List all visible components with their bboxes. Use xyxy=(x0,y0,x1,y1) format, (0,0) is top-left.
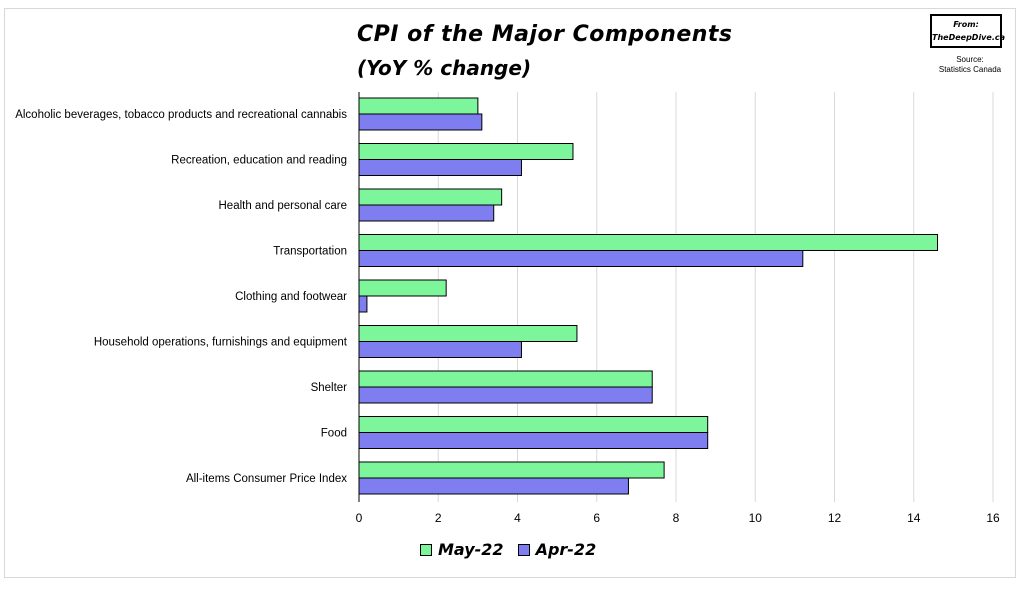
bar-may xyxy=(358,461,665,479)
x-tick-label: 16 xyxy=(986,511,1000,525)
source-note: Source: Statistics Canada xyxy=(920,55,1020,75)
bar-may xyxy=(358,370,653,388)
legend: May-22 Apr-22 xyxy=(420,540,596,559)
category-label: Household operations, furnishings and eq… xyxy=(94,337,348,349)
x-tick-label: 0 xyxy=(356,511,363,525)
bar-apr xyxy=(358,295,368,313)
category-label: Alcoholic beverages, tobacco products an… xyxy=(15,109,347,121)
bar-apr xyxy=(358,204,495,222)
legend-swatch-apr xyxy=(517,543,530,556)
chart-subtitle: (YoY % change) xyxy=(357,56,532,80)
bar-may xyxy=(358,188,503,206)
from-site: TheDeepDive.ca xyxy=(932,33,1005,42)
bar-may xyxy=(358,97,479,115)
x-tick-label: 12 xyxy=(828,511,842,525)
bar-apr xyxy=(358,113,483,131)
bar-may xyxy=(358,416,709,433)
x-tick-label: 2 xyxy=(435,511,442,525)
bar-may xyxy=(358,143,574,160)
bar-apr xyxy=(358,432,709,449)
bar-may xyxy=(358,325,578,342)
bar-apr xyxy=(358,477,629,495)
category-label: Health and personal care xyxy=(219,200,348,212)
category-label: Transportation xyxy=(273,246,347,258)
x-tick-label: 10 xyxy=(749,511,763,525)
x-tick-label: 4 xyxy=(514,511,521,525)
category-label: Clothing and footwear xyxy=(235,291,347,303)
legend-label-apr: Apr-22 xyxy=(535,540,597,559)
category-label: All-items Consumer Price Index xyxy=(186,473,347,485)
category-label: Food xyxy=(321,428,347,440)
bar-apr xyxy=(358,159,522,176)
bar-apr xyxy=(358,341,522,358)
chart-title: CPI of the Major Components xyxy=(357,22,733,47)
x-tick-label: 6 xyxy=(593,511,600,525)
category-label: Shelter xyxy=(311,382,348,394)
from-label: From: xyxy=(953,20,979,29)
from-badge: From: TheDeepDive.ca xyxy=(930,14,1005,48)
source-label: Source: xyxy=(956,55,984,64)
bar-may xyxy=(358,279,447,297)
legend-item-apr: Apr-22 xyxy=(517,540,597,559)
bar-apr xyxy=(358,386,653,404)
bar-apr xyxy=(358,250,804,267)
x-tick-label: 8 xyxy=(673,511,680,525)
category-label: Recreation, education and reading xyxy=(171,155,347,167)
source-name: Statistics Canada xyxy=(938,65,1002,74)
legend-label-may: May-22 xyxy=(438,540,504,559)
legend-item-may: May-22 xyxy=(420,540,504,559)
x-tick-label: 14 xyxy=(907,511,921,525)
bar-may xyxy=(358,234,939,251)
legend-swatch-may xyxy=(420,543,432,556)
